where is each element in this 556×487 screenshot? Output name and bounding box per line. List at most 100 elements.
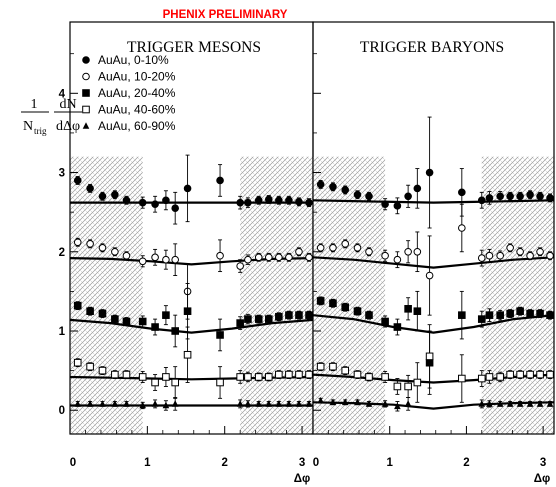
- data-point: [425, 168, 434, 177]
- data-point: [236, 373, 244, 381]
- data-point: [317, 396, 324, 404]
- data-point: [546, 370, 554, 379]
- y-label-ddphi: dΔφ: [56, 119, 80, 134]
- data-point: [244, 255, 252, 264]
- data-point: [73, 301, 82, 310]
- y-label-numerator: 1: [31, 97, 38, 112]
- data-point: [526, 370, 534, 379]
- data-point: [183, 350, 192, 359]
- data-point: [122, 196, 131, 205]
- data-point: [236, 198, 244, 207]
- data-point: [425, 271, 434, 280]
- data-point: [216, 176, 224, 185]
- data-point: [496, 311, 504, 319]
- data-point: [353, 307, 362, 315]
- data-point: [111, 190, 119, 199]
- data-point: [254, 196, 263, 205]
- data-point: [526, 400, 534, 407]
- data-point: [381, 400, 389, 407]
- data-point: [394, 402, 401, 410]
- data-point: [305, 253, 313, 262]
- legend-marker: [82, 56, 90, 64]
- data-point: [151, 253, 159, 262]
- legend-label: AuAu, 20-40%: [98, 86, 176, 100]
- legend-label: AuAu, 60-90%: [98, 119, 176, 133]
- data-point: [458, 224, 466, 232]
- data-point: [496, 192, 504, 201]
- panel-title-baryons: TRIGGER BARYONS: [360, 39, 504, 56]
- legend-label: AuAu, 0-10%: [98, 53, 169, 67]
- data-point: [285, 311, 293, 319]
- data-point: [275, 400, 283, 407]
- data-point: [329, 183, 337, 191]
- data-point: [353, 370, 362, 379]
- data-point: [353, 244, 362, 252]
- data-point: [341, 303, 350, 312]
- data-point: [98, 244, 107, 252]
- x-tick-label: 2: [463, 457, 469, 469]
- panel-frame: [312, 21, 555, 435]
- series-filled-triangle: [312, 396, 555, 412]
- x-tick-label: 3: [540, 457, 546, 469]
- data-point: [255, 400, 263, 407]
- y-tick-label: 4: [59, 88, 66, 100]
- data-point: [516, 247, 524, 256]
- x-tick-label: 2: [221, 457, 227, 469]
- series-open-square: [312, 324, 555, 403]
- data-point: [111, 247, 119, 256]
- data-point: [305, 370, 313, 379]
- data-point: [216, 378, 224, 387]
- data-point: [138, 198, 147, 207]
- y-label-ntrig: N: [23, 119, 33, 134]
- data-point: [254, 253, 263, 262]
- fit-curve: [312, 256, 555, 269]
- x-axis-label-left: Δφ: [294, 473, 311, 485]
- data-point: [305, 198, 313, 207]
- data-point: [138, 257, 147, 266]
- data-point: [162, 255, 170, 264]
- legend-label: AuAu, 40-60%: [98, 103, 176, 117]
- data-point: [354, 398, 361, 406]
- data-point: [496, 373, 504, 381]
- data-point: [244, 315, 252, 323]
- data-point: [123, 400, 130, 407]
- data-point: [138, 373, 147, 381]
- data-point: [341, 240, 350, 248]
- data-point: [341, 186, 350, 194]
- data-point: [458, 188, 466, 197]
- data-point: [254, 373, 263, 381]
- data-point: [329, 244, 337, 252]
- y-tick-label: 2: [59, 247, 65, 259]
- data-point: [536, 309, 544, 318]
- y-label-ntrig-sub: trig: [34, 126, 47, 136]
- data-point: [365, 192, 373, 201]
- data-point: [546, 400, 554, 407]
- data-point: [295, 247, 303, 256]
- legend-marker: [82, 72, 90, 81]
- data-point: [506, 309, 514, 318]
- data-point: [295, 311, 303, 319]
- data-point: [516, 370, 524, 379]
- data-point: [381, 251, 389, 260]
- x-tick-label: 1: [387, 457, 394, 469]
- data-point: [381, 317, 389, 326]
- data-point: [98, 309, 107, 318]
- data-point: [546, 194, 554, 202]
- x-tick-label: 3: [299, 457, 305, 469]
- data-point: [265, 400, 273, 407]
- data-point: [393, 323, 402, 331]
- data-point: [86, 362, 94, 371]
- data-point: [285, 400, 293, 407]
- data-point: [477, 315, 486, 323]
- data-point: [244, 400, 252, 407]
- data-point: [546, 251, 554, 260]
- data-point: [365, 400, 373, 407]
- series-open-square: [69, 326, 314, 399]
- data-point: [526, 190, 534, 199]
- data-point: [285, 253, 293, 262]
- data-point: [151, 378, 159, 387]
- shaded-region: [313, 156, 386, 434]
- data-point: [393, 255, 402, 264]
- preliminary-label: PHENIX PRELIMINARY: [163, 9, 288, 21]
- data-point: [139, 401, 147, 409]
